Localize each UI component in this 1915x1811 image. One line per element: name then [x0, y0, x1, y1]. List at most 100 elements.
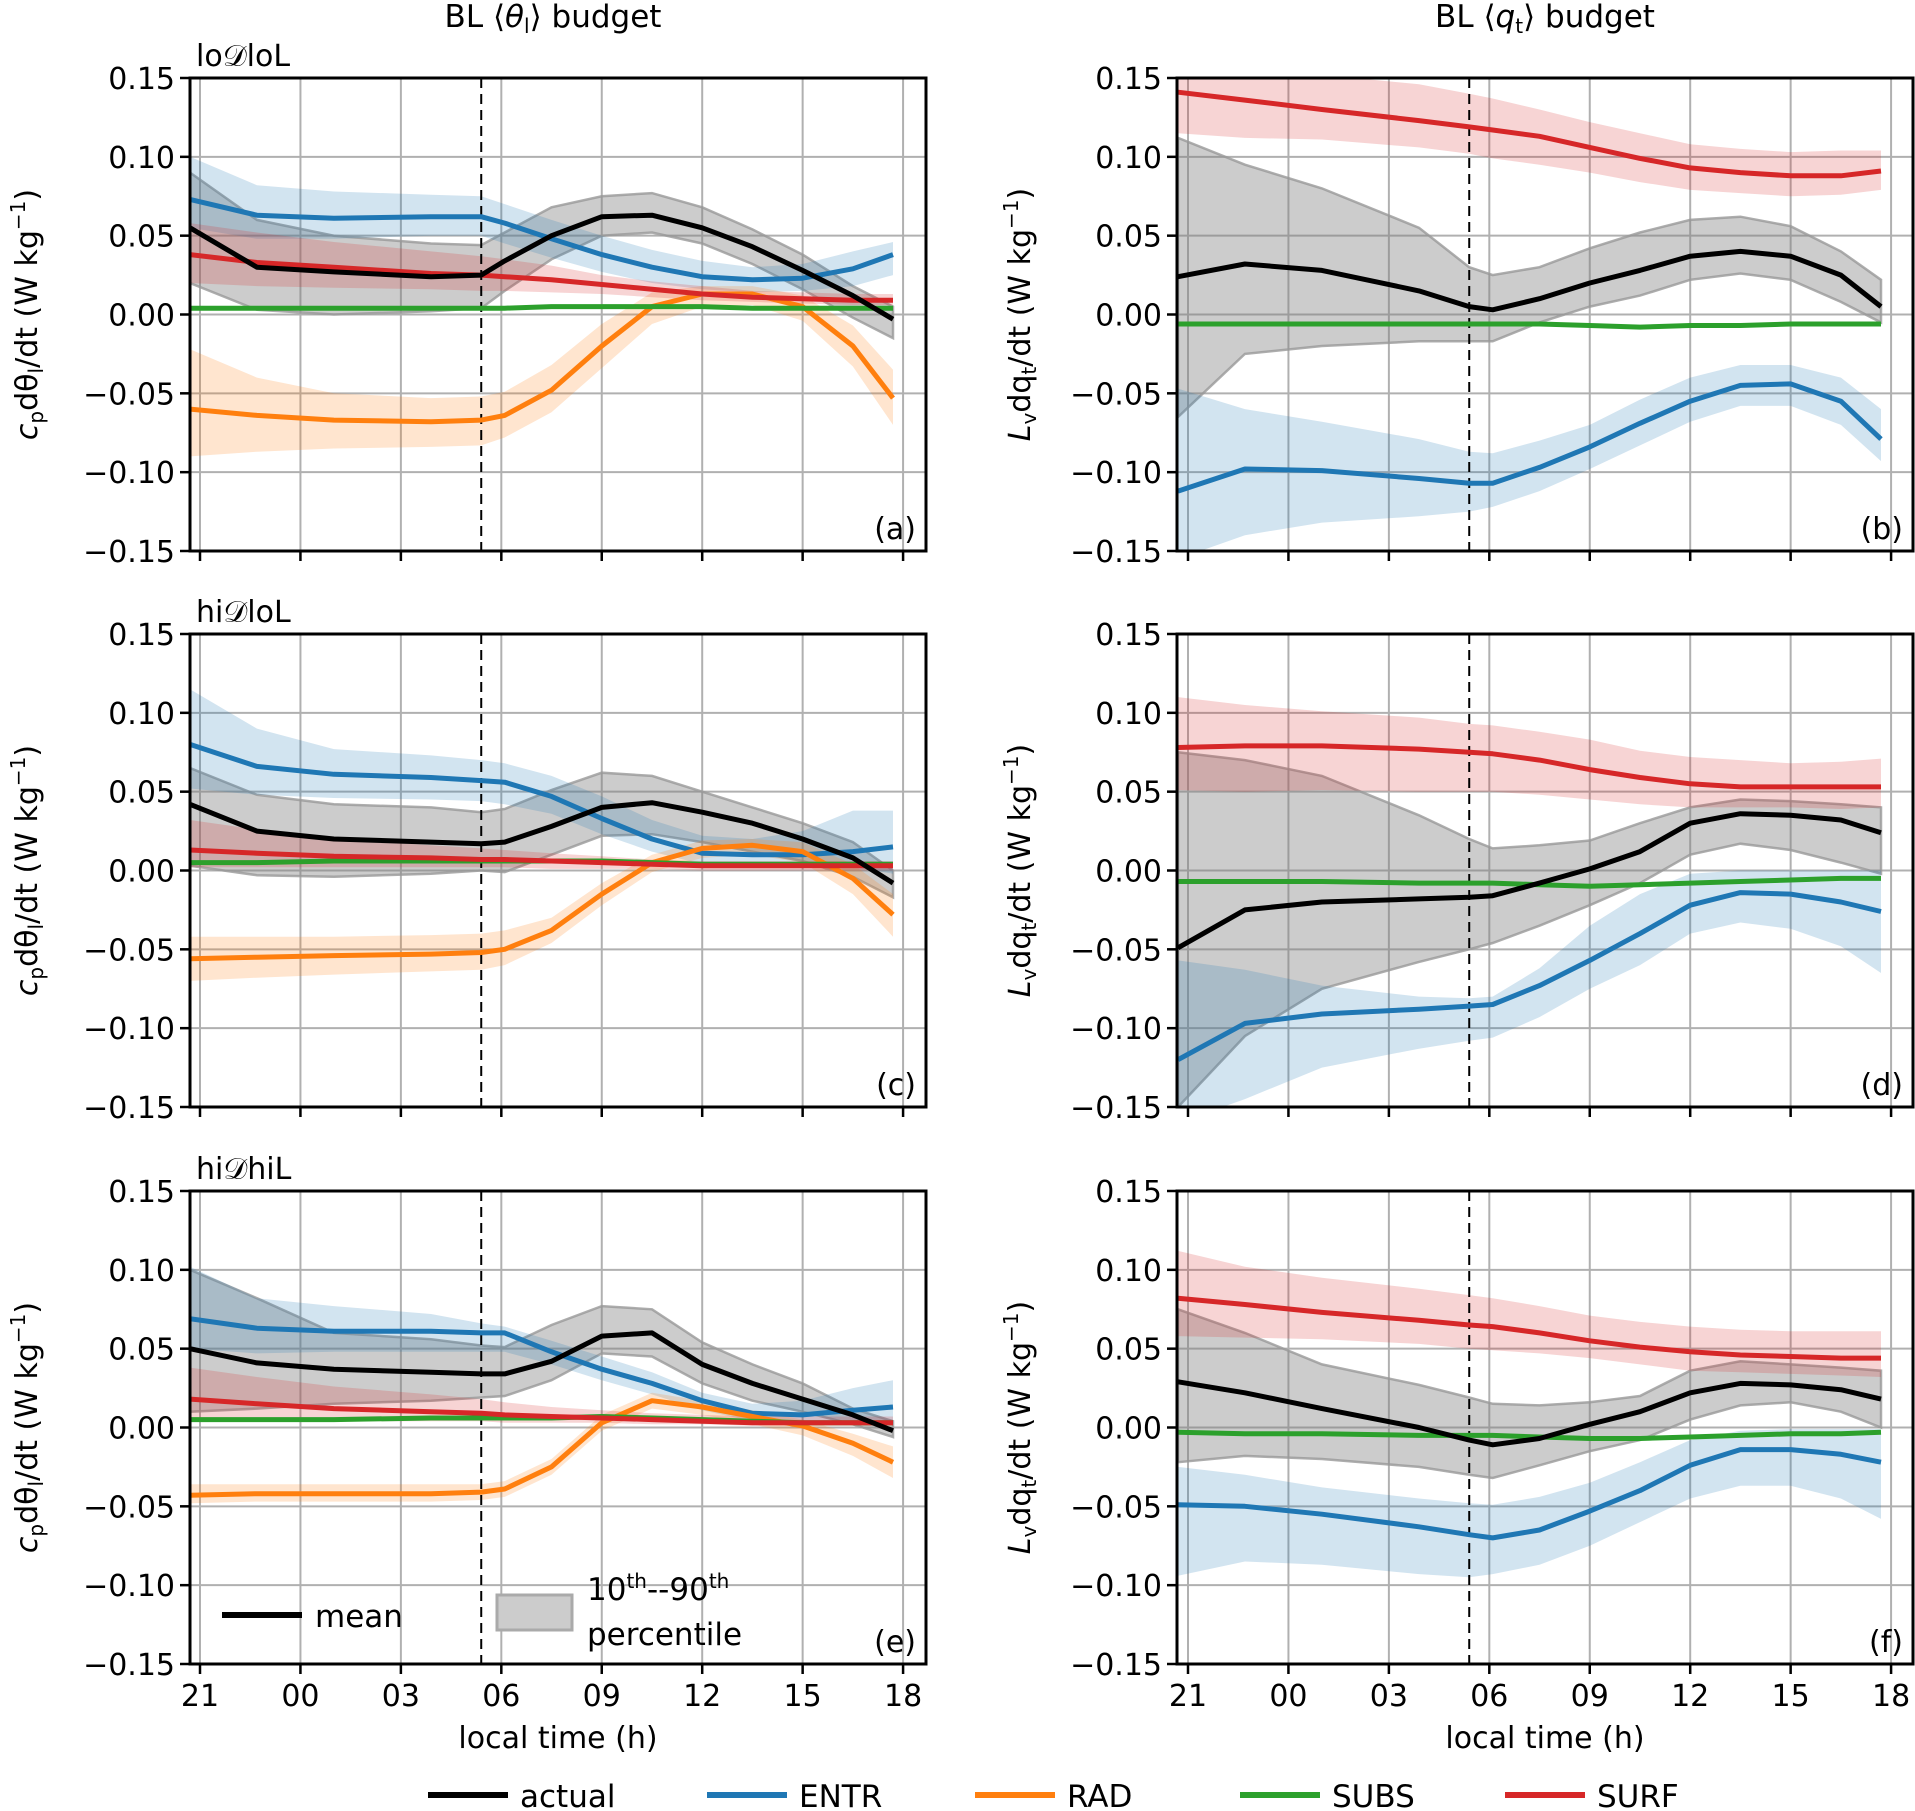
y-label-part: v	[1017, 1526, 1041, 1538]
y-tick-label: −0.10	[1070, 456, 1162, 491]
band-entr	[1178, 365, 1881, 551]
y-tick-label: 0.10	[1095, 697, 1162, 732]
series-line-subs	[1178, 875, 1881, 889]
plot-area	[190, 1191, 895, 1664]
legend-band-part: th	[626, 1569, 647, 1593]
y-tick-label: 0.10	[1095, 1254, 1162, 1289]
y-axis-label: cpdθl/dt (W kg−1)	[6, 745, 48, 996]
plot-area	[1177, 634, 1883, 1107]
band-entr	[190, 156, 893, 293]
y-tick-label: 0.15	[108, 62, 175, 97]
panel-letter: (e)	[874, 1625, 916, 1660]
series-line-actual	[1177, 248, 1883, 313]
axes-frame	[1175, 76, 1915, 553]
series-line-actual	[190, 800, 895, 886]
x-tick-label: 09	[1571, 1679, 1609, 1714]
series-line-surf	[190, 252, 893, 303]
y-tick-label: 0.00	[108, 299, 175, 334]
y-label-part: /dt (W kg	[1003, 229, 1038, 367]
series-line-surf	[190, 847, 893, 869]
y-tick-label: −0.10	[83, 456, 175, 491]
series-line-actual	[190, 212, 895, 322]
y-tick-label: 0.15	[1095, 62, 1162, 97]
y-tick-label: 0.10	[108, 1254, 175, 1289]
y-label-part: p	[24, 967, 48, 980]
y-label-part: dθ	[10, 929, 45, 966]
series-line-subs	[1177, 1429, 1882, 1441]
y-label-part: dq	[1003, 375, 1038, 413]
panel-e: 21 00 03 06 09 12 15 18 0.15 0.10 0.05 0.00 −0.05 −0.…	[6, 1152, 928, 1714]
y-label-part: v	[1017, 969, 1041, 981]
y-label-part: t	[1017, 1480, 1041, 1488]
y-tick-label: 0.05	[1095, 776, 1162, 811]
y-axis-label: Lvdqt/dt (W kg−1)	[999, 188, 1041, 441]
column-title-qt: BL ⟨qt⟩ budget	[1435, 0, 1655, 38]
y-label-part: −1	[6, 201, 30, 230]
y-axis-label: cpdθl/dt (W kg−1)	[6, 189, 48, 440]
series-line-entr	[1177, 1447, 1882, 1541]
y-label-part: −1	[999, 755, 1023, 784]
legend-band-part: --90	[647, 1572, 709, 1608]
band-entr	[1178, 1429, 1881, 1578]
axes-frame	[188, 76, 928, 553]
y-label-part: L	[1003, 425, 1038, 442]
y-tick-label: 0.05	[108, 1333, 175, 1368]
y-tick-label: −0.10	[83, 1569, 175, 1604]
x-tick-label: 15	[784, 1679, 822, 1714]
y-tick-label: −0.15	[1070, 535, 1162, 570]
y-tick-label: −0.05	[1070, 933, 1162, 968]
series-line-entr	[1177, 381, 1883, 494]
x-axis-label-right: local time (h)	[1445, 1721, 1644, 1756]
y-label-part: p	[24, 411, 48, 424]
y-label-part: dq	[1003, 1488, 1038, 1526]
x-tick-label: 21	[1169, 1679, 1207, 1714]
series-line-entr	[190, 196, 894, 283]
y-label-part: v	[1017, 413, 1041, 425]
y-tick-label: 0.15	[108, 1175, 175, 1210]
y-tick-label: 0.05	[108, 220, 175, 255]
series-line-surf	[190, 1396, 893, 1426]
panels: 0.15 0.10 0.05 0.00 −0.05 −0.10 −0.15 (a) lo𝒟loL…	[6, 39, 1915, 1714]
column-title-theta: BL ⟨θl⟩ budget	[445, 0, 662, 38]
band-entr	[190, 689, 893, 874]
y-tick-label: 0.15	[1095, 618, 1162, 653]
y-label-part: /dt (W kg	[1003, 1342, 1038, 1480]
y-tick-label: 0.05	[1095, 1333, 1162, 1368]
legend-item-surf: SURF	[1505, 1779, 1679, 1811]
y-tick-label: 0.10	[108, 141, 175, 176]
series-line-actual	[1177, 1379, 1882, 1448]
y-tick-label: −0.15	[1070, 1091, 1162, 1126]
legend-band-swatch	[495, 1593, 574, 1632]
series-line-rad	[190, 842, 895, 962]
legend-label: actual	[520, 1779, 615, 1811]
series-line-entr	[190, 1316, 894, 1418]
y-tick-label: 0.00	[108, 855, 175, 890]
y-label-part: dθ	[10, 373, 45, 410]
legend-label: SUBS	[1332, 1779, 1415, 1811]
legend-band-part: th	[709, 1569, 730, 1593]
legend-band-part: 10	[587, 1572, 626, 1608]
legend-label: SURF	[1597, 1779, 1679, 1811]
panel-c: 0.15 0.10 0.05 0.00 −0.05 −0.10 −0.15 (c) hi𝒟loL…	[6, 595, 928, 1126]
series-line-actual	[1177, 811, 1882, 950]
axes-frame	[1175, 632, 1915, 1109]
row-label: hi𝒟hiL	[196, 1152, 292, 1187]
y-tick-label: 0.05	[1095, 220, 1162, 255]
y-tick-label: −0.05	[83, 1490, 175, 1525]
y-axis-label: Lvdqt/dt (W kg−1)	[999, 744, 1041, 997]
plot-area	[190, 634, 895, 1107]
y-label-part: −1	[999, 1312, 1023, 1341]
y-tick-label: 0.10	[1095, 141, 1162, 176]
y-tick-label: 0.00	[1095, 299, 1162, 334]
y-tick-label: 0.10	[108, 697, 175, 732]
y-label-part: /dt (W kg	[10, 786, 45, 924]
y-label-part: l	[24, 1481, 48, 1487]
series-line-entr	[190, 742, 894, 858]
legend-item-rad: RAD	[975, 1779, 1132, 1811]
y-tick-label: −0.15	[83, 1648, 175, 1683]
panel-f: 21 00 03 06 09 12 15 18 0.15 0.10 0.05 0.00 −0.05 −0.…	[999, 1175, 1915, 1714]
y-label-part: l	[24, 368, 48, 374]
y-label-part: )	[10, 745, 45, 757]
y-label-part: c	[10, 1536, 45, 1553]
